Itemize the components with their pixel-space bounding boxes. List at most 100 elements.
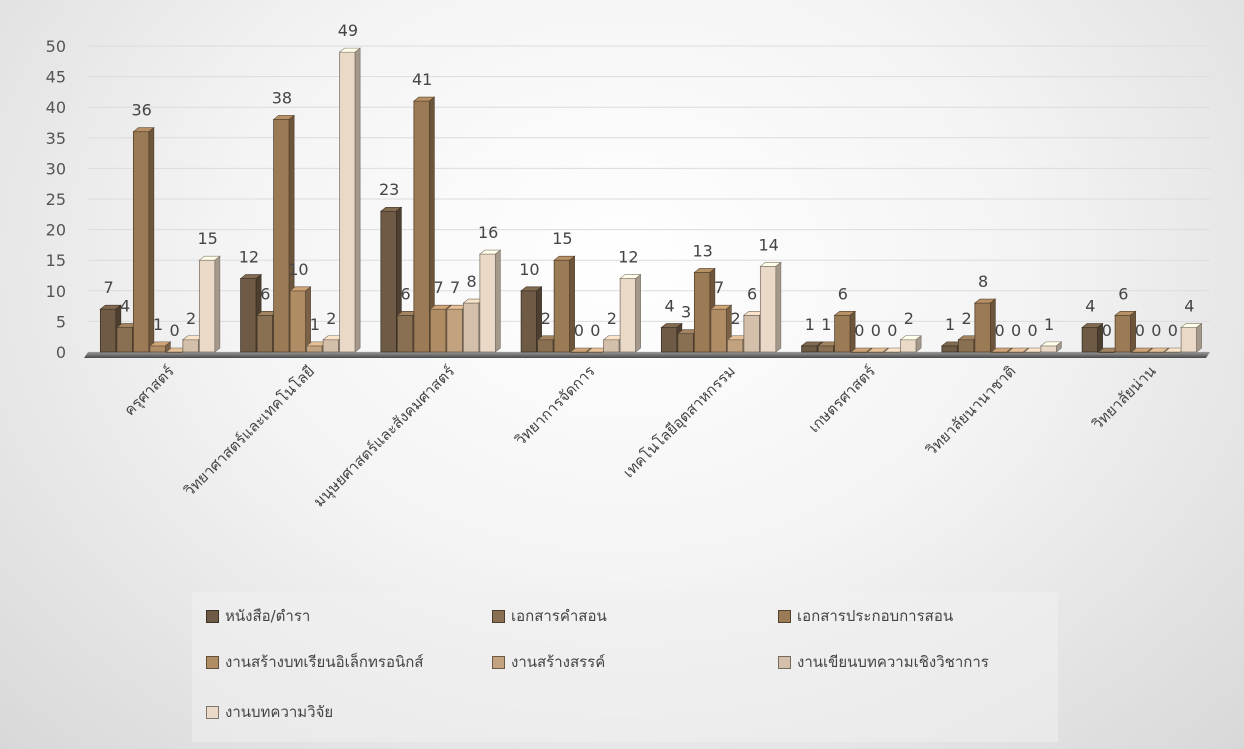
legend-swatch: [206, 655, 219, 669]
category-label: วิทยาศาสตร์และเทคโนโลยี: [180, 362, 318, 500]
legend-label: งานสร้างบทเรียนอิเล็กทรอนิกส์: [225, 653, 424, 671]
bar: [338, 47, 361, 353]
data-label: 41: [412, 70, 432, 89]
data-label: 7: [714, 278, 724, 297]
category-label: วิทยาลัยน่าน: [1088, 362, 1159, 433]
data-label: 12: [618, 248, 638, 267]
data-label: 13: [692, 241, 712, 260]
bar: [149, 341, 172, 353]
category-label: วิทยาลัยนานาชาติ: [922, 362, 1019, 459]
data-label: 3: [681, 303, 691, 322]
data-label: 0: [574, 321, 584, 340]
data-label: 0: [871, 321, 881, 340]
bar: [990, 347, 1013, 353]
bar: [1180, 322, 1203, 353]
y-tick-label: 25: [46, 190, 66, 209]
bar: [165, 347, 188, 353]
bar: [132, 127, 155, 353]
bar: [520, 286, 543, 353]
legend-item: เอกสารคำสอน: [492, 604, 607, 628]
data-label: 0: [1168, 321, 1178, 340]
bar: [899, 335, 922, 353]
y-tick-label: 10: [46, 282, 66, 301]
bar: [710, 304, 733, 353]
data-label: 15: [197, 229, 217, 248]
data-label: 7: [434, 278, 444, 297]
bar: [1007, 347, 1030, 353]
data-label: 2: [904, 309, 914, 328]
bar: [974, 298, 997, 353]
data-label: 12: [239, 248, 259, 267]
category-label: เทคโนโลยีอุตสาหกรรม: [619, 362, 739, 482]
data-label: 0: [1151, 321, 1161, 340]
data-label: 1: [945, 315, 955, 334]
data-label: 1: [821, 315, 831, 334]
data-label: 6: [747, 284, 757, 303]
data-label: 15: [552, 229, 572, 248]
data-label: 0: [1135, 321, 1145, 340]
y-tick-label: 20: [46, 221, 66, 240]
data-label: 8: [467, 272, 477, 291]
data-label: 14: [758, 235, 778, 254]
bar: [569, 347, 592, 353]
data-label: 7: [104, 278, 114, 297]
data-label: 4: [665, 297, 675, 316]
data-label: 0: [1102, 321, 1112, 340]
legend-label: เอกสารคำสอน: [511, 607, 607, 625]
data-label: 1: [1044, 315, 1054, 334]
legend-item: เอกสารประกอบการสอน: [778, 604, 953, 628]
legend-item: งานสร้างบทเรียนอิเล็กทรอนิกส์: [206, 650, 423, 674]
legend-item: งานเขียนบทความเชิงวิชาการ: [778, 650, 989, 674]
bar: [866, 347, 889, 353]
data-label: 1: [805, 315, 815, 334]
data-label: 4: [1085, 297, 1095, 316]
bar: [602, 335, 625, 353]
y-tick-label: 0: [56, 343, 66, 362]
category-label: ครุศาสตร์: [121, 362, 179, 420]
data-label: 23: [379, 180, 399, 199]
bar: [198, 255, 221, 353]
bar: [619, 273, 642, 353]
data-label: 8: [978, 272, 988, 291]
legend-item: งานบทความวิจัย: [206, 700, 333, 724]
legend-label: งานบทความวิจัย: [225, 703, 334, 721]
data-label: 6: [1118, 284, 1128, 303]
data-label: 6: [838, 284, 848, 303]
data-label: 2: [731, 309, 741, 328]
bar: [1130, 347, 1153, 353]
data-label: 2: [186, 309, 196, 328]
data-label: 4: [1184, 297, 1194, 316]
legend-swatch: [492, 655, 505, 669]
bar: [1114, 310, 1137, 353]
category-label: เกษตรศาสตร์: [805, 362, 879, 436]
category-label: มนุษยศาสตร์และสังคมศาสตร์: [310, 362, 459, 511]
bar: [479, 249, 502, 353]
y-tick-label: 30: [46, 159, 66, 178]
data-label: 0: [1028, 321, 1038, 340]
data-label: 6: [401, 284, 411, 303]
data-label: 10: [288, 260, 308, 279]
data-label: 38: [272, 88, 292, 107]
bar: [1081, 322, 1104, 353]
legend-label: งานสร้างสรรค์: [511, 653, 606, 671]
chart-floor: [84, 352, 1210, 358]
y-axis-ticks: 0 5 10 15 20 25 30 35 40 45 50: [46, 37, 66, 362]
bar: [833, 310, 856, 353]
y-tick-label: 35: [46, 129, 66, 148]
data-label: 36: [131, 101, 151, 120]
data-label: 2: [607, 309, 617, 328]
data-label: 0: [1011, 321, 1021, 340]
legend-label: เอกสารประกอบการสอน: [797, 607, 954, 625]
bars: [99, 47, 1203, 353]
legend-swatch: [778, 655, 791, 669]
data-label: 16: [478, 223, 498, 242]
bar: [850, 347, 873, 353]
data-label: 2: [962, 309, 972, 328]
y-tick-label: 5: [56, 312, 66, 331]
data-label: 49: [338, 21, 358, 40]
data-label: 4: [120, 297, 130, 316]
category-label: วิทยาการจัดการ: [511, 362, 599, 450]
legend: หนังสือ/ตำรา เอกสารคำสอน เอกสารประกอบการสอ…: [192, 592, 1058, 742]
